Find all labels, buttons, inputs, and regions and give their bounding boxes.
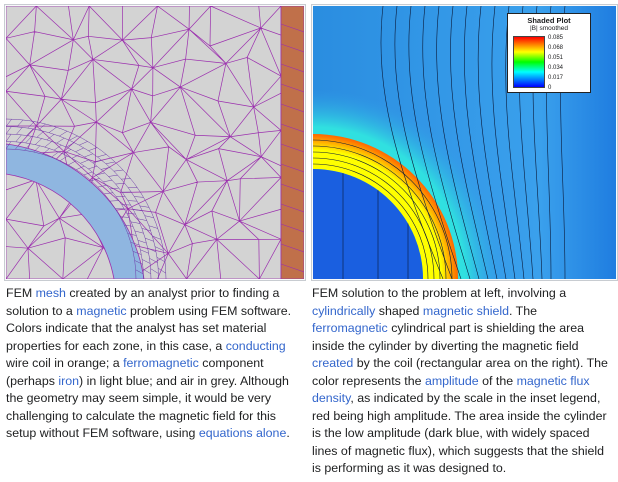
legend-tick-label: 0.051 <box>548 55 564 61</box>
legend-tick-label: 0 <box>548 85 552 91</box>
link-amplitude[interactable]: amplitude <box>424 373 479 388</box>
legend-ticks: 0.085 0.068 0.051 0.034 0.017 0 <box>548 35 588 91</box>
link-magnetic-shield[interactable]: magnetic shield <box>422 303 509 318</box>
link-mesh[interactable]: mesh <box>35 286 66 300</box>
mesh-caption: FEM mesh created by an analyst prior to … <box>6 286 292 440</box>
legend-tick-label: 0.085 <box>548 35 564 41</box>
link-conducting[interactable]: conducting <box>225 338 286 353</box>
mesh-figure[interactable] <box>4 4 306 281</box>
legend-tick-label: 0.034 <box>548 65 564 71</box>
legend-tick-label: 0.017 <box>548 75 564 81</box>
link-ferromagnetic[interactable]: ferromagnetic <box>312 321 388 335</box>
link-ferromagnetic[interactable]: ferromagnetic <box>123 356 199 370</box>
link-equations-alone[interactable]: equations alone <box>198 426 287 440</box>
legend-title: Shaded Plot <box>527 16 571 25</box>
gallery-item-mesh: FEM mesh created by an analyst prior to … <box>0 0 308 482</box>
link-magnetic-flux-density[interactable]: magnetic flux density <box>312 373 590 406</box>
link-cylindrically[interactable]: cylindrically <box>312 303 376 318</box>
fem-mesh-image <box>6 6 304 279</box>
gallery-item-solution: Shaded Plot |B| smoothed 0.085 0.068 0.051… <box>310 0 618 482</box>
solution-figure[interactable]: Shaded Plot |B| smoothed 0.085 0.068 0.051… <box>311 4 618 281</box>
legend-tick-label: 0.068 <box>548 45 564 51</box>
link-magnetic[interactable]: magnetic <box>76 303 127 318</box>
link-iron[interactable]: iron <box>58 373 80 388</box>
link-created[interactable]: created <box>312 356 354 370</box>
solution-caption: FEM solution to the problem at left, inv… <box>312 286 608 475</box>
legend-color-bar <box>513 36 545 88</box>
inset-legend: Shaded Plot |B| smoothed 0.085 0.068 0.051… <box>507 13 591 93</box>
legend-subtitle: |B| smoothed <box>529 25 569 32</box>
